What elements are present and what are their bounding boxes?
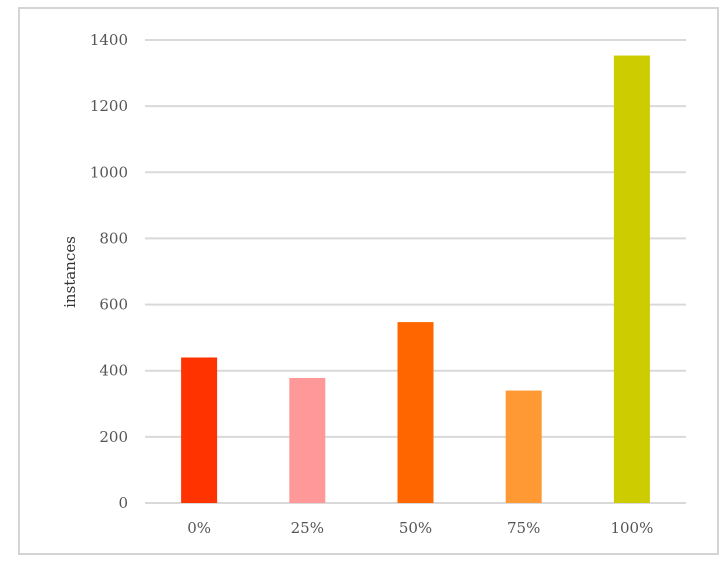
y-axis-tick-labels: 0 200 400 600 800 1000 1200 1400 <box>90 31 128 512</box>
x-tick-label: 50% <box>399 519 432 537</box>
x-tick-label: 25% <box>291 519 324 537</box>
chart-frame <box>18 7 719 555</box>
gridlines <box>145 39 686 504</box>
y-tick-label: 0 <box>118 494 128 512</box>
x-tick-label: 100% <box>610 519 653 537</box>
y-tick-label: 800 <box>99 229 128 247</box>
bar-5 <box>613 55 650 503</box>
y-tick-label: 1000 <box>90 163 128 181</box>
bar-4 <box>505 390 542 503</box>
bar-2 <box>289 377 326 503</box>
y-tick-label: 200 <box>99 428 128 446</box>
y-tick-label: 1200 <box>90 97 128 115</box>
y-tick-label: 600 <box>99 296 128 314</box>
bar-3 <box>397 322 434 503</box>
x-tick-label: 0% <box>187 519 211 537</box>
x-axis-tick-labels: 0% 25% 50% 75% 100% <box>187 519 653 537</box>
x-tick-label: 75% <box>507 519 540 537</box>
y-tick-label: 1400 <box>90 31 128 49</box>
bar-1 <box>181 357 218 503</box>
y-axis-title: instances <box>61 236 79 308</box>
y-tick-label: 400 <box>99 362 128 380</box>
bars <box>181 55 650 503</box>
